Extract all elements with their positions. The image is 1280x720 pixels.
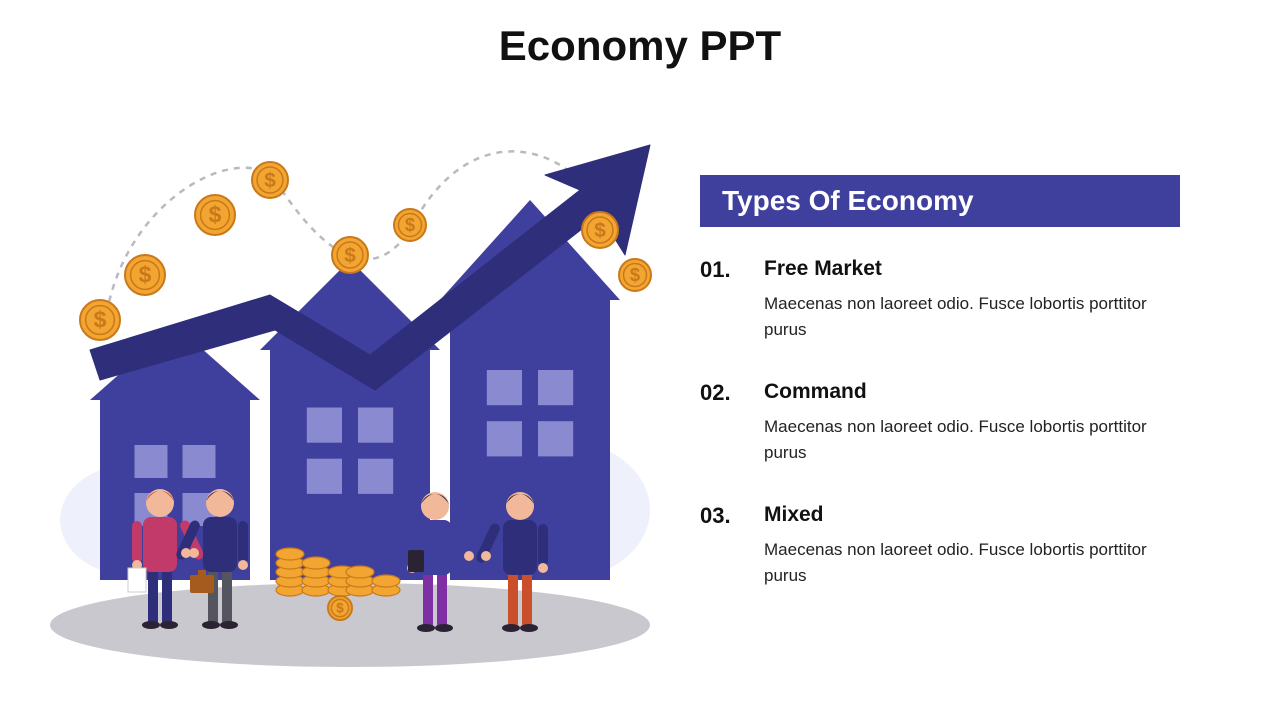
- item-body: Maecenas non laoreet odio. Fusce loborti…: [764, 537, 1164, 588]
- item-body: Maecenas non laoreet odio. Fusce loborti…: [764, 414, 1164, 465]
- economy-illustration: $ $ $ $ $ $ $ $ $: [40, 120, 660, 680]
- svg-text:$: $: [264, 169, 276, 192]
- right-panel: Types Of Economy 01. Free Market Maecena…: [700, 175, 1230, 626]
- item-number: 02.: [700, 380, 758, 465]
- svg-text:$: $: [139, 262, 152, 288]
- illustration-svg: $ $ $ $ $ $ $ $ $: [40, 120, 660, 680]
- slide-title: Economy PPT: [0, 22, 1280, 70]
- svg-text:$: $: [94, 307, 107, 333]
- svg-text:$: $: [344, 244, 356, 267]
- item-body: Maecenas non laoreet odio. Fusce loborti…: [764, 291, 1164, 342]
- item-number: 01.: [700, 257, 758, 342]
- section-banner: Types Of Economy: [700, 175, 1180, 227]
- items-list: 01. Free Market Maecenas non laoreet odi…: [700, 257, 1230, 588]
- slide: Economy PPT $ $ $ $ $ $ $ $ $ Types Of Economy: [0, 0, 1280, 720]
- svg-text:$: $: [630, 264, 640, 285]
- svg-text:$: $: [336, 601, 344, 616]
- item-title: Mixed: [764, 503, 1164, 527]
- svg-text:$: $: [594, 219, 606, 242]
- svg-text:$: $: [209, 202, 222, 228]
- item-title: Free Market: [764, 257, 1164, 281]
- svg-text:$: $: [405, 214, 415, 235]
- item-number: 03.: [700, 503, 758, 588]
- list-item: 01. Free Market Maecenas non laoreet odi…: [700, 257, 1230, 342]
- list-item: 03. Mixed Maecenas non laoreet odio. Fus…: [700, 503, 1230, 588]
- item-title: Command: [764, 380, 1164, 404]
- list-item: 02. Command Maecenas non laoreet odio. F…: [700, 380, 1230, 465]
